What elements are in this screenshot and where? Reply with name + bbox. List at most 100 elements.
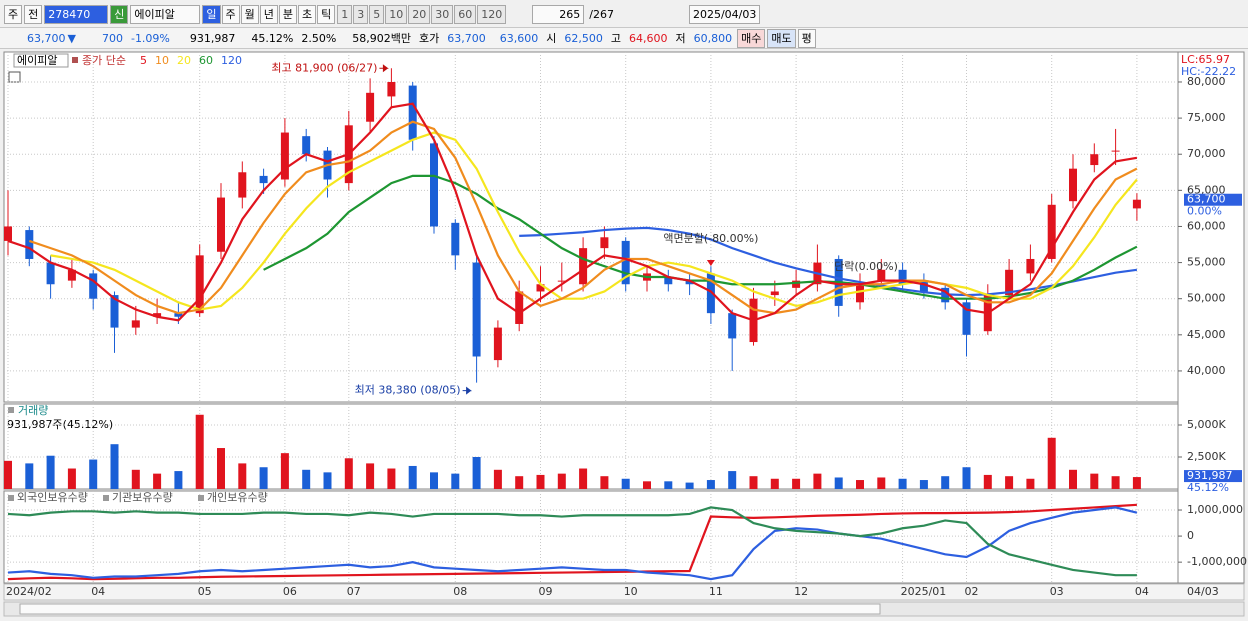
candle-body — [174, 313, 183, 317]
candle-body — [1090, 154, 1099, 166]
volume-bar — [4, 460, 12, 489]
interval-button[interactable]: 초 — [298, 4, 317, 24]
sell-button[interactable]: 매도 — [767, 28, 796, 48]
volume-bar — [983, 474, 992, 489]
count-input[interactable]: 265 — [532, 4, 585, 24]
candle-body — [706, 273, 715, 314]
candle-body — [1132, 199, 1141, 209]
volume-bar — [685, 482, 694, 489]
candle-body — [962, 302, 971, 335]
volume-bar — [238, 463, 247, 489]
volume-bar — [408, 465, 417, 489]
minute-button[interactable]: 20 — [408, 4, 431, 24]
volume-bar — [153, 473, 162, 489]
lc-label: LC:65.97 — [1181, 53, 1230, 66]
minute-button[interactable]: 3 — [353, 4, 369, 24]
candle-body — [153, 313, 162, 317]
ask-label: 호가 — [419, 32, 440, 45]
period-button[interactable]: 주 — [4, 4, 23, 24]
last-price-label: 63,700 — [1187, 193, 1226, 206]
date-input[interactable]: 2025/04/03 — [688, 4, 761, 24]
high-label: 고 — [610, 32, 622, 45]
y-tick-label: 0 — [1187, 529, 1194, 542]
volume-bar — [302, 469, 311, 489]
volume-bar — [25, 463, 34, 489]
candle-body — [515, 291, 524, 324]
minute-button[interactable]: 1 — [337, 4, 353, 24]
y-tick-label: 1,000,000 — [1187, 503, 1243, 516]
volume-bar — [67, 468, 76, 489]
y-tick-label: 5,000K — [1187, 418, 1226, 431]
split-arrow — [706, 260, 715, 266]
y-tick-label: 50,000 — [1187, 292, 1226, 305]
low-label: 저 — [675, 32, 686, 45]
volume-bar — [941, 476, 950, 489]
interval-button[interactable]: 일 — [202, 4, 221, 24]
volume-bar — [536, 474, 545, 489]
minute-button[interactable]: 120 — [477, 4, 507, 24]
x-tick-label: 05 — [198, 585, 212, 598]
volume-bar — [1005, 476, 1014, 489]
interval-button[interactable]: 년 — [259, 4, 278, 24]
last-volume-label: 931,987 — [1187, 469, 1233, 482]
legend-entry: 개인보유수량 — [207, 491, 268, 504]
avg-button[interactable]: 평 — [797, 28, 816, 48]
volume-bar — [813, 473, 822, 489]
y-tick-label: 75,000 — [1187, 111, 1226, 124]
interval-button[interactable]: 틱 — [317, 4, 336, 24]
minute-button[interactable]: 60 — [454, 4, 477, 24]
moving-average — [519, 226, 1138, 297]
candle-body — [259, 175, 268, 184]
volume-bar — [451, 473, 460, 489]
x-tick-label: 07 — [347, 585, 361, 598]
candle-body — [217, 197, 225, 252]
y-tick-label: 80,000 — [1187, 75, 1226, 88]
volume-title: 거래량 — [18, 404, 48, 417]
moving-average — [50, 131, 1138, 311]
hc-label: HC:-22.22 — [1181, 65, 1236, 78]
holdings-line — [7, 503, 1137, 581]
buy-button[interactable]: 매수 — [737, 28, 766, 48]
volume-note: 931,987주(45.12%) — [7, 418, 113, 431]
volume-bar — [174, 471, 183, 489]
candle-body — [1047, 204, 1056, 259]
code-input[interactable]: 278470 — [44, 4, 109, 24]
scroll-thumb[interactable] — [19, 603, 881, 615]
volume-bar — [259, 467, 268, 489]
y-tick-label: 60,000 — [1187, 219, 1226, 232]
volume-bar — [834, 477, 843, 489]
x-tick-label: 2025/01 — [901, 585, 947, 598]
prev-button[interactable]: 전 — [24, 4, 43, 24]
volume-bar — [621, 478, 630, 489]
amount: 58,902백만 — [352, 32, 412, 45]
low: 60,800 — [693, 31, 733, 45]
volume-bar — [323, 472, 332, 489]
y-tick-label: 55,000 — [1187, 256, 1226, 269]
price: 63,700 — [27, 31, 66, 45]
x-tick-label: 12 — [794, 585, 808, 598]
volume-bar — [664, 481, 673, 489]
minute-button[interactable]: 30 — [431, 4, 454, 24]
rights-annotation: 단락(0.00%) — [834, 260, 898, 273]
interval-button[interactable]: 분 — [278, 4, 297, 24]
last-price-box — [1184, 193, 1242, 206]
interval-button[interactable]: 주 — [221, 4, 240, 24]
x-axis — [3, 583, 1245, 601]
interval-button[interactable]: 월 — [240, 4, 259, 24]
volume-bar — [749, 476, 758, 489]
change: 700 — [101, 31, 123, 45]
volume-bar — [131, 469, 140, 489]
legend-entry: 60 — [199, 54, 213, 67]
minute-button[interactable]: 5 — [369, 4, 385, 24]
candle-body — [366, 92, 375, 122]
candle-body — [89, 273, 98, 299]
price-panel — [3, 51, 1179, 403]
volume-bar — [898, 478, 907, 489]
candle-body — [1026, 258, 1035, 274]
candle-body — [898, 269, 907, 285]
volume-bar — [217, 448, 225, 489]
last-volume-rate: 45.12% — [1187, 481, 1229, 494]
minute-button[interactable]: 10 — [385, 4, 408, 24]
